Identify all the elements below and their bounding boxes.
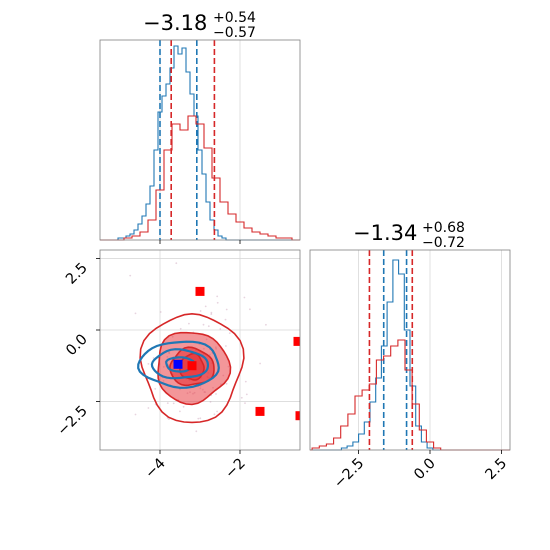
- joint-sample-point: [154, 388, 157, 390]
- joint-sample-point: [204, 305, 207, 308]
- param1-hist-blue: [100, 45, 300, 241]
- joint-red-marker-3: [295, 411, 300, 421]
- joint-sample-point: [249, 308, 251, 311]
- joint-sample-point: [265, 323, 267, 326]
- joint-sample-point: [168, 418, 170, 420]
- joint-sample-point: [147, 407, 150, 409]
- joint-sample-point: [179, 327, 182, 330]
- joint-sample-point: [228, 332, 231, 334]
- title-param2-minus: −0.72: [422, 235, 465, 251]
- param2-xtick-label-1: 0.0: [411, 456, 439, 484]
- joint-sample-point: [216, 295, 219, 298]
- param2-hist-blue: [310, 259, 510, 451]
- joint-sample-point: [134, 413, 137, 416]
- joint-sample-point: [225, 345, 227, 347]
- param1-frame: [99, 39, 301, 241]
- joint-sample-point: [243, 296, 246, 299]
- joint-sample-point: [225, 382, 228, 385]
- title-param1: −3.18 +0.54 −0.57: [143, 10, 256, 41]
- param2-xtick-label-2: 2.5: [483, 456, 511, 484]
- title-param2: −1.34 +0.68 −0.72: [353, 220, 465, 251]
- joint-ytick-label-0: 2.5: [63, 260, 91, 288]
- title-param1-minus: −0.57: [213, 25, 256, 41]
- joint-sample-point: [244, 380, 247, 383]
- title-param2-plus: +0.68: [422, 220, 465, 236]
- joint-sample-point: [134, 312, 137, 315]
- joint-sample-point: [159, 311, 162, 313]
- joint-ytick-label-1: 0.0: [63, 332, 91, 360]
- joint-plot-area: [100, 250, 310, 450]
- joint-sample-point: [210, 311, 213, 314]
- joint-sample-point: [210, 313, 213, 315]
- joint-contour-red-0: [139, 312, 245, 424]
- joint-sample-point: [197, 417, 200, 420]
- joint-sample-point: [179, 410, 181, 413]
- joint-sample-point: [240, 396, 243, 399]
- param2-hist-red: [310, 339, 510, 451]
- joint-sample-point: [188, 322, 190, 325]
- joint-scatter-panel: −4 −2 2.5 0.0 −2.5: [55, 249, 310, 482]
- joint-sample-point: [244, 402, 246, 404]
- param2-xtick-label-0: −2.5: [331, 456, 367, 492]
- joint-xtick-label-1: −2: [222, 456, 248, 482]
- joint-sample-point: [308, 354, 310, 356]
- joint-sample-point: [216, 410, 219, 413]
- joint-sample-point: [213, 413, 216, 416]
- title-param2-value: −1.34: [353, 221, 417, 245]
- joint-sample-point: [172, 402, 175, 405]
- joint-blue-marker-0: [173, 359, 183, 369]
- joint-sample-point: [166, 402, 169, 404]
- joint-sample-point: [175, 262, 178, 265]
- marginal-histogram-param1: [99, 39, 301, 244]
- joint-sample-point: [147, 363, 150, 365]
- joint-sample-point: [259, 362, 261, 365]
- joint-sample-point: [182, 405, 185, 408]
- joint-sample-point: [129, 274, 132, 277]
- joint-sample-point: [199, 417, 202, 420]
- title-param1-value: −3.18: [143, 11, 207, 35]
- joint-contour-blue-1: [150, 348, 209, 380]
- joint-frame: [99, 249, 301, 451]
- title-param1-plus: +0.54: [213, 10, 256, 26]
- joint-sample-point: [199, 310, 202, 312]
- marginal-histogram-param2: −2.5 0.0 2.5: [309, 249, 511, 492]
- joint-red-marker-2: [255, 406, 265, 416]
- joint-sample-point: [215, 393, 217, 395]
- param2-frame: [309, 249, 511, 451]
- joint-xtick-label-0: −4: [142, 456, 168, 482]
- joint-sample-point: [216, 301, 219, 304]
- param1-hist-red: [100, 115, 300, 241]
- joint-sample-point: [209, 401, 212, 403]
- joint-red-marker-0: [195, 286, 205, 296]
- joint-sample-point: [225, 308, 228, 311]
- joint-sample-point: [245, 393, 248, 396]
- joint-contour-blue-0: [165, 356, 196, 373]
- joint-red-marker-4: [187, 361, 197, 371]
- joint-sample-point: [224, 318, 227, 321]
- joint-ytick-label-2: −2.5: [55, 403, 91, 439]
- joint-contour-blue-2: [137, 340, 220, 389]
- joint-sample-point: [202, 323, 205, 326]
- joint-red-marker-1: [293, 336, 300, 346]
- joint-sample-point: [152, 357, 155, 359]
- joint-sample-point: [207, 325, 210, 328]
- joint-sample-point: [195, 430, 198, 433]
- joint-sample-point: [219, 328, 222, 330]
